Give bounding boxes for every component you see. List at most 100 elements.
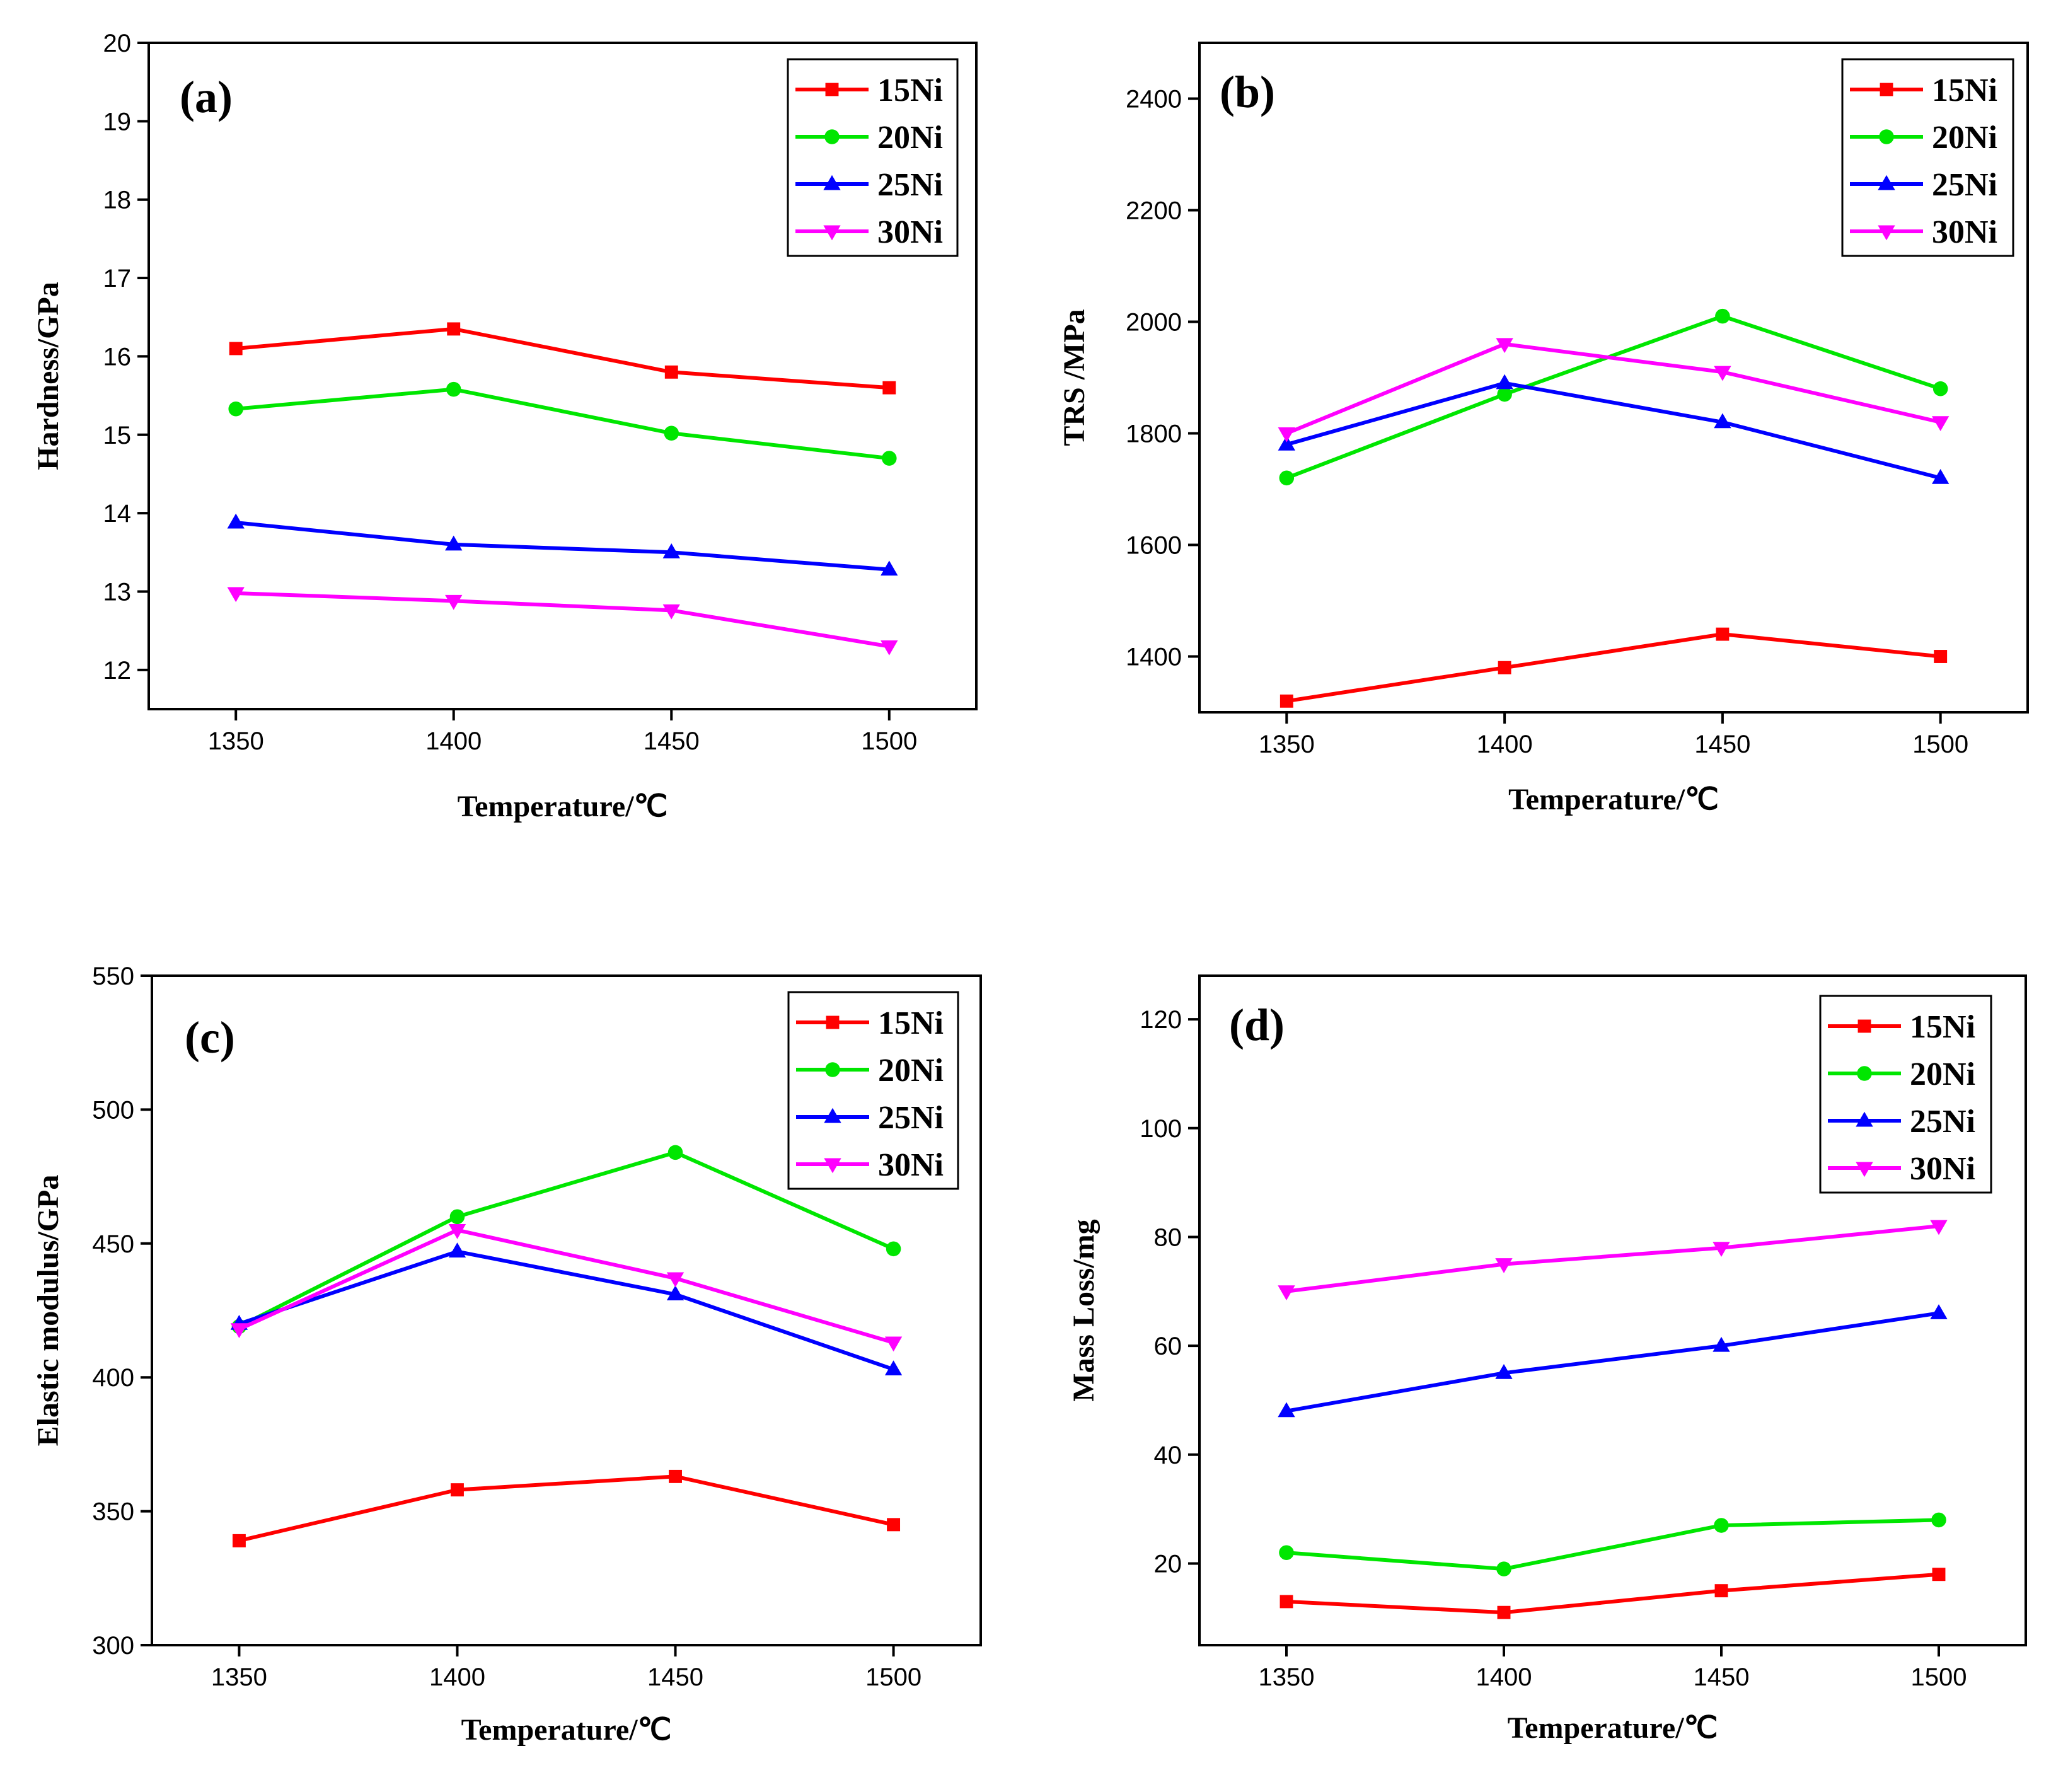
plot-frame — [147, 42, 978, 710]
data-point — [1280, 1595, 1293, 1609]
data-point — [1713, 1336, 1730, 1352]
y-tick-label: 450 — [92, 1230, 134, 1258]
series-line — [1286, 1224, 1939, 1293]
legend-swatch-marker — [1880, 83, 1893, 96]
series-line — [236, 591, 890, 649]
data-point — [887, 1518, 901, 1532]
legend: 15Ni 20Ni 25Ni 30Ni — [1819, 995, 1992, 1194]
series-line — [235, 327, 890, 390]
data-point — [667, 1145, 683, 1160]
data-point — [1496, 374, 1513, 390]
data-point — [1932, 1568, 1946, 1581]
series-20Ni — [1279, 1512, 1946, 1576]
data-point — [662, 604, 680, 620]
legend-swatch-marker — [824, 1158, 841, 1174]
x-tick-label: 1450 — [1694, 731, 1750, 758]
plot-frame — [1198, 42, 2029, 714]
y-tick-label: 400 — [92, 1364, 134, 1392]
legend-swatch-marker — [825, 1062, 840, 1077]
data-point — [1934, 650, 1948, 663]
data-point — [230, 1323, 248, 1338]
data-point — [232, 1534, 246, 1547]
legend: 15Ni 20Ni 25Ni 30Ni — [787, 991, 959, 1190]
y-tick-label: 15 — [103, 422, 132, 449]
data-point — [1930, 1304, 1948, 1319]
y-axis-title: Elastic modulus/GPa — [32, 1175, 65, 1447]
y-tick-label: 18 — [103, 187, 132, 214]
legend-label: 25Ni — [878, 1100, 944, 1136]
series-30Ni — [230, 1224, 903, 1352]
series-line — [238, 1474, 894, 1543]
legend-label: 15Ni — [877, 72, 943, 108]
legend-label: 30Ni — [877, 214, 943, 250]
data-point — [1497, 1605, 1511, 1619]
data-point — [1932, 469, 1950, 484]
x-tick-label: 1400 — [1476, 1663, 1532, 1691]
data-point — [1497, 386, 1512, 402]
legend-label: 20Ni — [878, 1053, 944, 1089]
data-point — [1496, 1561, 1511, 1576]
y-tick-label: 16 — [103, 343, 132, 371]
series-15Ni — [232, 1469, 901, 1547]
legend-label: 15Ni — [1932, 72, 1997, 108]
y-tick-label: 19 — [103, 108, 132, 136]
series-30Ni — [227, 587, 898, 656]
x-axis-title: Temperature/℃ — [458, 790, 668, 823]
data-point — [451, 1483, 464, 1497]
series-30Ni — [1278, 1220, 1948, 1301]
x-tick-label: 1350 — [211, 1663, 267, 1691]
data-point — [1931, 1512, 1946, 1528]
y-tick-label: 13 — [103, 578, 132, 606]
data-point — [1714, 1584, 1728, 1598]
data-point — [448, 1242, 466, 1258]
data-point — [884, 1360, 903, 1375]
series-line — [238, 1150, 894, 1329]
data-point — [1495, 1258, 1513, 1273]
data-point — [1278, 435, 1295, 451]
y-axis-title: Mass Loss/mg — [1067, 1219, 1100, 1401]
data-point — [662, 543, 680, 558]
legend-box — [787, 991, 959, 1190]
series-15Ni — [1280, 627, 1948, 708]
series-25Ni — [1278, 1304, 1948, 1418]
data-point — [882, 451, 897, 466]
series-line — [1286, 342, 1941, 436]
legend-label: 25Ni — [1910, 1104, 1975, 1140]
y-tick-label: 40 — [1154, 1442, 1182, 1469]
series-line — [1286, 1518, 1939, 1571]
y-axis-title: Hardness/GPa — [32, 282, 65, 470]
chart-panel-0: 12 13 14 15 16 17 18 19 20 1350 1400 1450 1500 Temper… — [32, 30, 978, 823]
legend: 15Ni 20Ni 25Ni 30Ni — [1841, 58, 2014, 257]
legend-label: 30Ni — [1910, 1151, 1975, 1187]
data-point — [1713, 1242, 1730, 1257]
series-line — [1286, 1311, 1939, 1413]
series-25Ni — [227, 513, 898, 576]
x-axis-title: Temperature/℃ — [461, 1713, 672, 1747]
data-point — [445, 535, 463, 551]
legend-label: 25Ni — [877, 167, 943, 203]
data-point — [882, 381, 896, 395]
data-point — [1932, 416, 1950, 432]
y-tick-label: 550 — [92, 962, 134, 990]
data-point — [1930, 1220, 1948, 1235]
y-tick-label: 17 — [103, 265, 132, 292]
legend-label: 30Ni — [1932, 214, 1997, 250]
y-tick-label: 300 — [92, 1632, 134, 1660]
y-tick-label: 100 — [1140, 1115, 1182, 1143]
data-point — [227, 587, 245, 603]
series-line — [235, 387, 890, 461]
y-tick-label: 1800 — [1126, 420, 1182, 448]
x-tick-label: 1350 — [1259, 1663, 1315, 1691]
y-tick-label: 2400 — [1126, 86, 1182, 113]
series-line — [1286, 632, 1941, 703]
chart-panel-2: 300 350 400 450 500 550 1350 1400 1450 1500 Temper… — [32, 962, 982, 1747]
data-point — [1280, 694, 1293, 708]
x-tick-label: 1450 — [1694, 1663, 1750, 1691]
data-point — [886, 1241, 901, 1257]
legend-swatch-marker — [1857, 1019, 1871, 1033]
legend-box — [1819, 995, 1992, 1194]
x-tick-label: 1400 — [429, 1663, 485, 1691]
legend-swatch-marker — [1878, 225, 1895, 241]
y-tick-label: 14 — [103, 500, 132, 528]
panel-label: (c) — [185, 1012, 235, 1063]
